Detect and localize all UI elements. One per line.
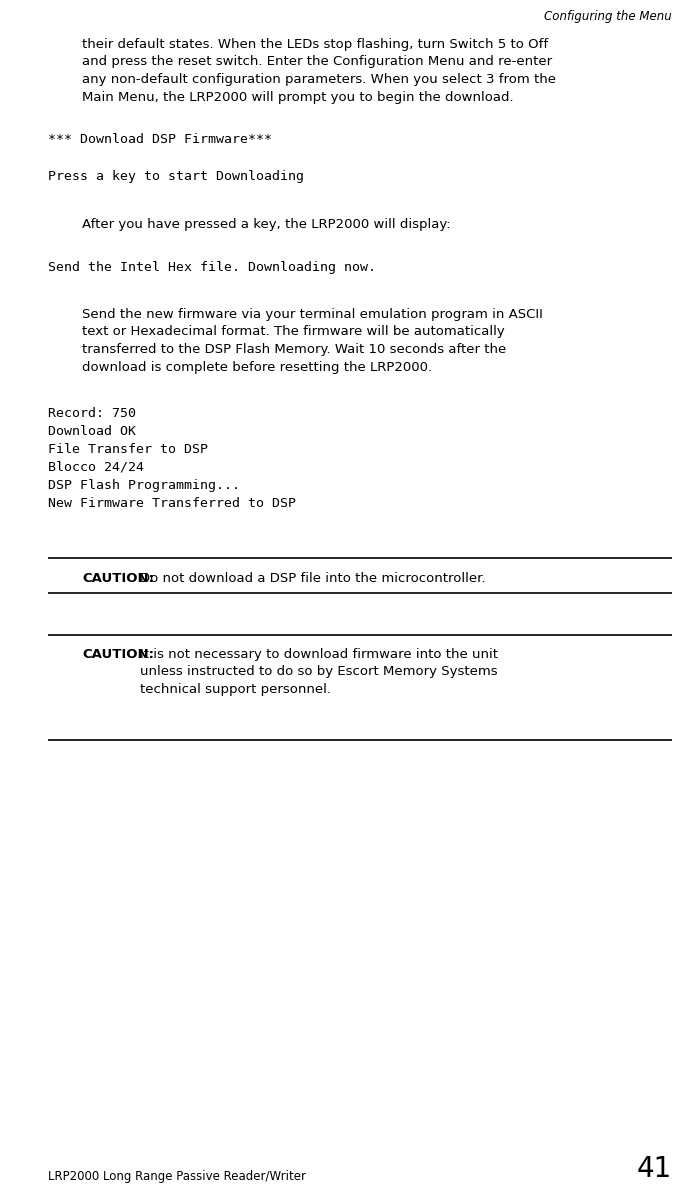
Text: After you have pressed a key, the LRP2000 will display:: After you have pressed a key, the LRP200…	[82, 218, 450, 231]
Text: CAUTION:: CAUTION:	[82, 647, 154, 661]
Text: Record: 750: Record: 750	[48, 406, 136, 420]
Text: File Transfer to DSP: File Transfer to DSP	[48, 442, 208, 456]
Text: Send the Intel Hex file. Downloading now.: Send the Intel Hex file. Downloading now…	[48, 261, 376, 275]
Text: DSP Flash Programming...: DSP Flash Programming...	[48, 478, 240, 492]
Text: CAUTION:: CAUTION:	[82, 572, 154, 585]
Text: Press a key to start Downloading: Press a key to start Downloading	[48, 170, 304, 183]
Text: Configuring the Menu: Configuring the Menu	[544, 10, 672, 23]
Text: 41: 41	[637, 1155, 672, 1183]
Text: their default states. When the LEDs stop flashing, turn Switch 5 to Off
and pres: their default states. When the LEDs stop…	[82, 38, 556, 103]
Text: *** Download DSP Firmware***: *** Download DSP Firmware***	[48, 133, 272, 146]
Text: LRP2000 Long Range Passive Reader/Writer: LRP2000 Long Range Passive Reader/Writer	[48, 1170, 306, 1183]
Text: Blocco 24/24: Blocco 24/24	[48, 460, 144, 474]
Text: It is not necessary to download firmware into the unit
unless instructed to do s: It is not necessary to download firmware…	[140, 647, 498, 695]
Text: Send the new firmware via your terminal emulation program in ASCII
text or Hexad: Send the new firmware via your terminal …	[82, 308, 543, 374]
Text: New Firmware Transferred to DSP: New Firmware Transferred to DSP	[48, 498, 296, 510]
Text: Do not download a DSP file into the microcontroller.: Do not download a DSP file into the micr…	[140, 572, 486, 585]
Text: Download OK: Download OK	[48, 424, 136, 438]
